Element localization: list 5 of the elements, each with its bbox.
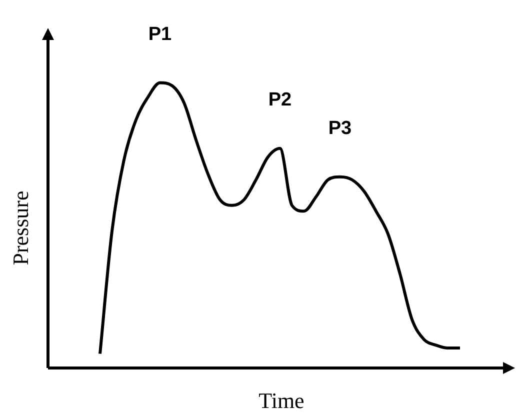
annotation: P3 bbox=[328, 118, 352, 140]
y-axis-title: Pressure bbox=[8, 190, 33, 266]
x-axis-title: Time bbox=[258, 388, 304, 413]
text: P1 bbox=[148, 24, 172, 46]
annotation: P2 bbox=[268, 90, 292, 111]
